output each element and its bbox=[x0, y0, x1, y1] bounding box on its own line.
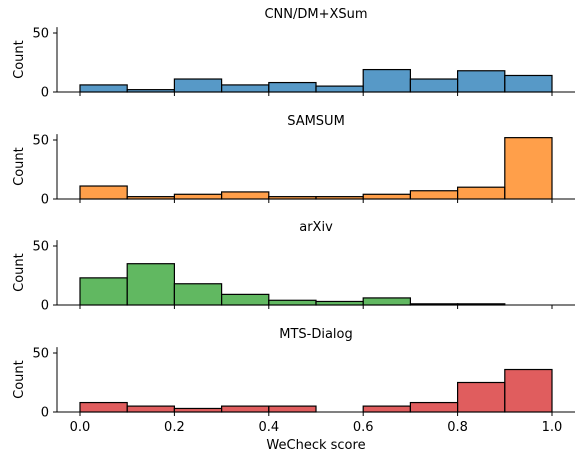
x-tick-label: 0.6 bbox=[353, 420, 374, 435]
histogram-bar bbox=[268, 81, 317, 93]
histogram-bar bbox=[409, 190, 459, 200]
y-tick-label: 50 bbox=[32, 240, 49, 255]
histogram-bar bbox=[268, 299, 317, 306]
y-tick-label: 0 bbox=[41, 86, 49, 101]
y-tick-label: 0 bbox=[41, 193, 49, 208]
histogram-bar bbox=[126, 263, 175, 306]
y-axis-label: Count bbox=[12, 40, 27, 79]
y-axis-label: Count bbox=[12, 147, 27, 186]
histogram-bar bbox=[221, 405, 270, 413]
y-axis-label: Count bbox=[12, 360, 27, 399]
histogram-bar bbox=[457, 70, 506, 93]
histogram-bar bbox=[409, 401, 459, 413]
histogram-bar bbox=[409, 78, 459, 93]
y-tick-label: 50 bbox=[32, 347, 49, 362]
x-tick-label: 0.4 bbox=[258, 420, 279, 435]
histogram-bar bbox=[126, 405, 175, 413]
histogram-bar bbox=[457, 186, 506, 200]
histogram-bar bbox=[221, 293, 270, 306]
subplot-1: 0 50 CNN/DM+XSum Count bbox=[12, 7, 575, 101]
histogram-bar bbox=[221, 84, 270, 93]
histogram-bar bbox=[315, 300, 364, 306]
subplot-title: arXiv bbox=[299, 220, 333, 235]
histogram-bar bbox=[504, 368, 553, 413]
histogram-bar bbox=[504, 74, 553, 93]
subplot-4: 0 50 0.0 0.2 0.4 0.6 0.8 1.0 MTS-Dialog Count WeCh… bbox=[12, 327, 575, 452]
x-axis-label: WeCheck score bbox=[266, 438, 365, 452]
y-tick-label: 50 bbox=[32, 134, 49, 149]
histogram-bar bbox=[173, 407, 223, 413]
x-tick-label: 0.8 bbox=[447, 420, 468, 435]
subplot-title: CNN/DM+XSum bbox=[264, 7, 367, 22]
histogram-bar bbox=[79, 185, 128, 200]
histogram-bar bbox=[268, 405, 317, 413]
x-tick-label: 0.0 bbox=[70, 420, 91, 435]
histogram-bar bbox=[173, 78, 223, 93]
subplot-3: 0 50 arXiv Count bbox=[12, 220, 575, 314]
y-tick-label: 0 bbox=[41, 299, 49, 314]
subplot-title: MTS-Dialog bbox=[279, 327, 353, 342]
y-tick-label: 0 bbox=[41, 406, 49, 421]
histogram-bar bbox=[173, 283, 223, 306]
histogram-bar bbox=[457, 381, 506, 413]
histogram-bar bbox=[362, 405, 412, 413]
histogram-bar bbox=[362, 297, 412, 306]
y-axis-label: Count bbox=[12, 253, 27, 292]
histogram-bar bbox=[79, 84, 128, 93]
histogram-bar bbox=[79, 401, 128, 413]
histogram-bar bbox=[173, 193, 223, 200]
subplot-2: 0 50 SAMSUM Count bbox=[12, 114, 575, 208]
histogram-bar bbox=[315, 85, 364, 93]
x-tick-label: 1.0 bbox=[542, 420, 563, 435]
histogram-bar bbox=[362, 193, 412, 200]
histogram-bar bbox=[362, 68, 412, 93]
y-tick-label: 50 bbox=[32, 27, 49, 42]
subplot-title: SAMSUM bbox=[287, 114, 345, 129]
histogram-bar bbox=[79, 277, 128, 306]
histogram-bar bbox=[221, 191, 270, 200]
histogram-bar bbox=[504, 137, 553, 200]
x-tick-label: 0.2 bbox=[164, 420, 185, 435]
